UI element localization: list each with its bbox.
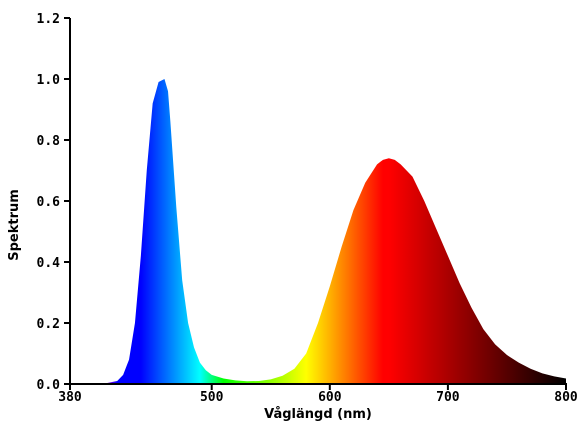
- y-tick-label: 0.4: [37, 256, 61, 271]
- x-tick-label: 800: [554, 390, 578, 405]
- x-axis-label: Våglängd (nm): [264, 407, 372, 422]
- x-tick-label: 380: [58, 390, 82, 405]
- x-tick-label: 600: [318, 390, 342, 405]
- y-tick-label: 1.0: [37, 73, 61, 88]
- y-tick-label: 0.6: [37, 195, 61, 210]
- x-tick-label: 500: [200, 390, 224, 405]
- x-tick-label: 700: [436, 390, 460, 405]
- spectrum-area: [70, 79, 566, 384]
- y-tick-label: 0.0: [37, 378, 61, 393]
- y-tick-label: 1.2: [37, 12, 60, 27]
- y-axis-label: Spektrum: [7, 189, 22, 261]
- y-tick-label: 0.2: [37, 317, 60, 332]
- y-tick-label: 0.8: [37, 134, 61, 149]
